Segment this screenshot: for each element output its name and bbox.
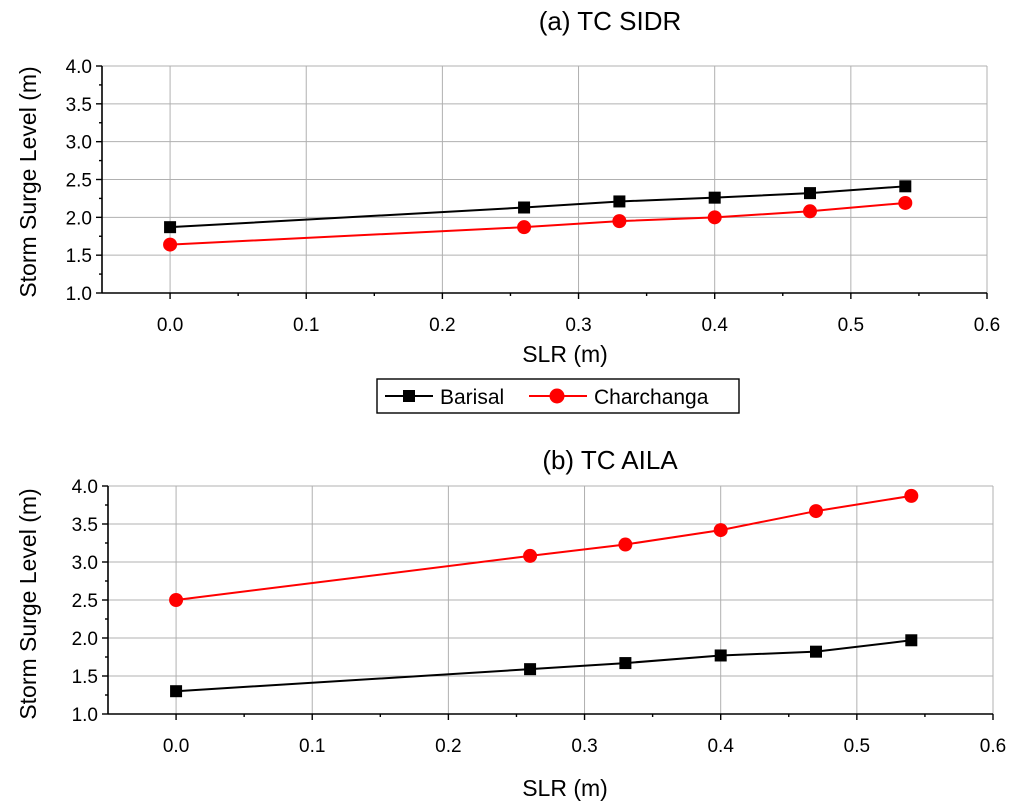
axes: 0.0 0.1 0.2 0.3 0.4 0.5 0.6 1.0 1.5 2.0 2.5 3.0 3.5 4… <box>72 477 1007 757</box>
y-tick-label: 3.0 <box>72 553 98 574</box>
data-point-charchanga <box>803 204 817 219</box>
y-tick-label: 3.5 <box>66 95 92 116</box>
x-axis-label: SLR (m) <box>522 775 608 801</box>
legend-label-charchanga: Charchanga <box>594 386 709 409</box>
x-tick-label: 0.2 <box>435 736 461 757</box>
legend-entry-barisal: Barisal <box>385 386 504 409</box>
y-tick-label: 1.5 <box>72 667 98 688</box>
series-line-barisal <box>176 639 912 693</box>
data-point-charchanga <box>618 537 633 552</box>
data-point-charchanga <box>809 504 823 519</box>
y-tick-label: 1.0 <box>72 705 98 726</box>
legend: Barisal Charchanga <box>376 378 740 414</box>
data-point-barisal <box>518 201 531 214</box>
data-point-barisal <box>170 685 183 698</box>
chart-title: (a) TC SIDR <box>539 6 682 36</box>
x-tick-label: 0.3 <box>571 736 597 757</box>
grid <box>108 485 994 715</box>
legend-entry-charchanga: Charchanga <box>529 386 709 409</box>
grid <box>102 65 988 294</box>
data-point-barisal <box>708 191 721 204</box>
data-point-barisal <box>714 649 727 662</box>
data-point-barisal <box>804 187 816 200</box>
y-tick-label: 4.0 <box>72 477 98 498</box>
y-tick-label: 3.5 <box>72 515 98 536</box>
data-point-charchanga <box>163 237 178 252</box>
data-point-barisal <box>613 195 626 208</box>
legend-marker-charchanga <box>549 388 565 404</box>
x-tick-label: 0.0 <box>157 315 183 336</box>
data-point-charchanga <box>523 548 538 563</box>
data-point-barisal <box>810 645 822 658</box>
y-tick-label: 1.0 <box>66 284 92 305</box>
series-line-barisal <box>170 185 906 229</box>
x-tick-label: 0.0 <box>163 736 189 757</box>
chart-title: (b) TC AILA <box>542 445 678 475</box>
data-point-barisal <box>905 634 918 647</box>
x-tick-label: 0.6 <box>980 736 1006 757</box>
data-point-charchanga <box>169 593 184 607</box>
panel-a-sidr: (a) TC SIDR 0.0 0.1 0.2 0.3 0.4 0.5 0.6 1.0 1.5 2… <box>15 6 1000 367</box>
series-line-charchanga <box>170 201 906 246</box>
x-axis-label: SLR (m) <box>522 341 608 367</box>
y-tick-label: 2.5 <box>72 591 98 612</box>
series-layer <box>169 488 919 698</box>
y-tick-label: 2.0 <box>72 629 98 650</box>
panel-b-aila: (b) TC AILA 0.0 0.1 0.2 0.3 0.4 0.5 0.6 1.0 1.5 2… <box>15 445 1006 801</box>
x-tick-label: 0.5 <box>838 315 864 336</box>
data-point-barisal <box>524 663 537 676</box>
series-layer <box>163 180 913 252</box>
legend-marker-barisal <box>403 390 415 402</box>
data-point-barisal <box>619 657 632 670</box>
y-axis-label: Storm Surge Level (m) <box>15 488 41 719</box>
x-tick-label: 0.3 <box>565 315 591 336</box>
y-tick-label: 2.5 <box>66 171 92 192</box>
y-tick-label: 3.0 <box>66 133 92 154</box>
x-tick-label: 0.4 <box>707 736 734 757</box>
data-point-barisal <box>164 221 177 234</box>
data-point-charchanga <box>612 214 627 229</box>
y-tick-label: 1.5 <box>66 246 92 267</box>
data-point-charchanga <box>707 210 722 225</box>
x-tick-label: 0.2 <box>429 315 455 336</box>
x-tick-label: 0.1 <box>293 315 319 336</box>
x-tick-label: 0.5 <box>844 736 870 757</box>
series-line-charchanga <box>175 494 912 601</box>
data-point-charchanga <box>713 523 728 538</box>
axes: 0.0 0.1 0.2 0.3 0.4 0.5 0.6 1.0 1.5 2.0 2.5 3.0 3.5 4… <box>66 57 1001 336</box>
data-point-charchanga <box>904 488 919 503</box>
y-tick-label: 2.0 <box>66 208 92 229</box>
data-point-charchanga <box>898 195 913 210</box>
y-tick-label: 4.0 <box>66 57 92 78</box>
legend-label-barisal: Barisal <box>440 386 504 409</box>
y-axis-label: Storm Surge Level (m) <box>15 66 41 297</box>
data-point-charchanga <box>517 220 532 235</box>
x-tick-label: 0.4 <box>701 315 728 336</box>
x-tick-label: 0.6 <box>974 315 1000 336</box>
x-tick-label: 0.1 <box>299 736 325 757</box>
data-point-barisal <box>899 180 912 193</box>
